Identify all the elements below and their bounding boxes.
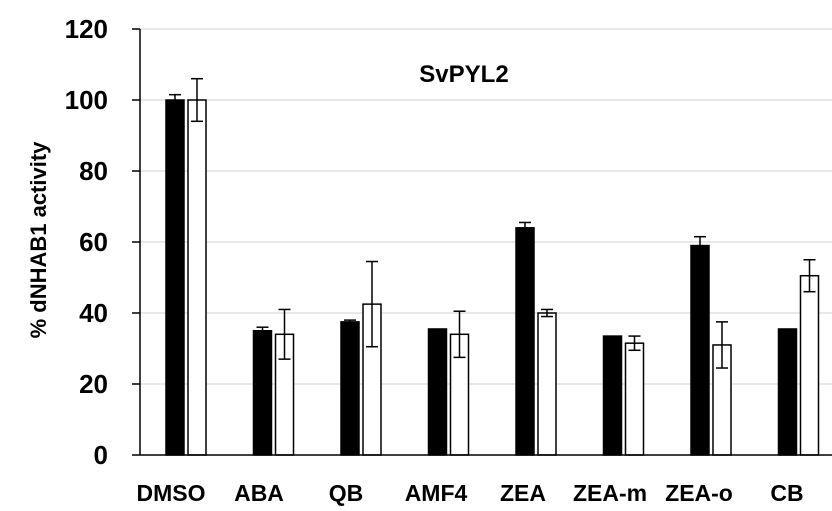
bar-s0-CB xyxy=(777,328,798,456)
chart-title: SvPYL2 xyxy=(419,61,508,88)
bars xyxy=(165,99,820,456)
y-tick-label-5: 100 xyxy=(65,85,108,115)
bar-s0-ZEA-o xyxy=(690,244,710,456)
y-tick-labels: 0 20 40 60 80 100 120 xyxy=(65,14,108,470)
x-category-label-6: ZEA-o xyxy=(665,480,733,506)
y-tick-label-4: 80 xyxy=(79,156,108,186)
x-category-label-0: DMSO xyxy=(137,480,206,506)
bar-s0-QB xyxy=(340,321,360,456)
x-category-labels: DMSO ABA QB AMF4 ZEA ZEA-m ZEA-o CB xyxy=(137,480,804,506)
bar-s0-ZEA xyxy=(515,227,535,456)
x-category-label-2: QB xyxy=(329,480,364,506)
bar-s0-ZEA-m xyxy=(602,335,623,456)
bar-s0-AMF4 xyxy=(427,328,448,456)
y-axis-label: % dNHAB1 activity xyxy=(26,141,51,339)
x-category-label-1: ABA xyxy=(234,480,284,506)
bar-s1-CB xyxy=(799,274,820,456)
y-tick-label-1: 20 xyxy=(79,369,108,399)
x-category-label-5: ZEA-m xyxy=(573,480,647,506)
y-tick-label-6: 120 xyxy=(65,14,108,44)
x-category-label-7: CB xyxy=(770,480,803,506)
y-tick-label-3: 60 xyxy=(79,227,108,257)
bar-s1-ZEA xyxy=(537,312,557,456)
error-bars xyxy=(169,77,816,369)
x-category-label-3: AMF4 xyxy=(405,480,468,506)
y-tick-label-0: 0 xyxy=(94,440,108,470)
bar-s0-DMSO xyxy=(165,99,185,456)
bar-s1-DMSO xyxy=(187,99,207,456)
y-tick-label-2: 40 xyxy=(79,298,108,328)
bar-s0-ABA xyxy=(252,330,273,456)
bar-s1-ZEA-m xyxy=(624,342,645,456)
x-category-label-4: ZEA xyxy=(500,480,546,506)
axes xyxy=(132,28,832,456)
